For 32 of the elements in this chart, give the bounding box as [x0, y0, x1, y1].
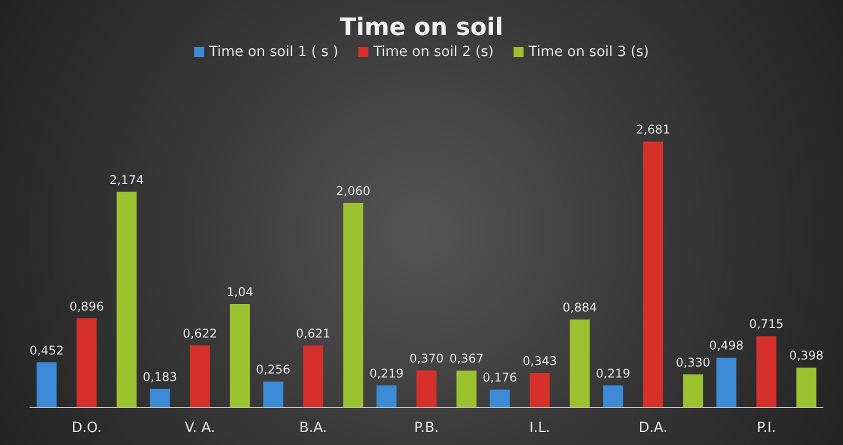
data-label: 0,330 [676, 355, 710, 370]
data-label: 0,452 [29, 343, 64, 358]
data-label: 0,176 [482, 370, 517, 385]
x-tick-label: D.A. [638, 420, 668, 436]
x-tick-label: I.L. [529, 420, 550, 436]
data-label: 0,343 [522, 354, 557, 368]
data-label: 0,896 [69, 299, 104, 314]
legend-label: Time on soil 2 (s) [372, 44, 494, 60]
legend-label: Time on soil 1 ( s ) [208, 44, 338, 60]
data-label: 0,622 [182, 326, 218, 340]
x-tick-label: B.A. [299, 420, 328, 436]
chart-title: Time on soil [340, 13, 504, 41]
x-tick-label: V. A. [184, 420, 216, 436]
data-label: 0,884 [562, 300, 597, 314]
data-label: 1,04 [226, 285, 254, 300]
data-label: 0,370 [409, 351, 444, 366]
data-label: 0,715 [749, 317, 784, 332]
data-label: 2,681 [636, 122, 670, 137]
x-tick-label: P.B. [414, 420, 439, 436]
data-label: 0,498 [709, 338, 744, 353]
data-label: 0,256 [256, 362, 290, 377]
data-label: 0,219 [369, 366, 404, 380]
x-tick-label: P.I. [756, 420, 776, 436]
data-label: 0,183 [142, 370, 178, 384]
data-label: 2,060 [336, 184, 370, 198]
data-label: 0,621 [296, 326, 330, 341]
data-label: 0,398 [789, 348, 824, 363]
data-label: 2,174 [109, 172, 144, 187]
x-tick-label: D.O. [72, 420, 102, 436]
legend-label: Time on soil 3 (s) [528, 44, 649, 60]
data-label: 0,367 [449, 352, 484, 366]
data-label: 0,219 [596, 366, 630, 380]
